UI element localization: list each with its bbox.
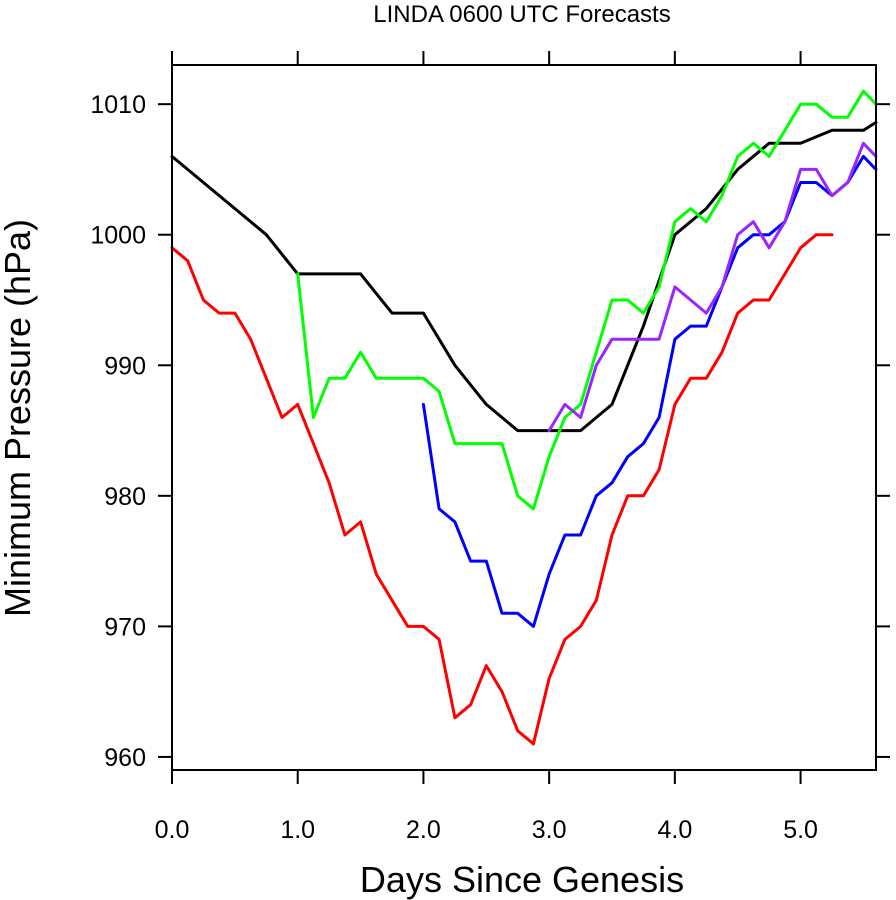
series-line-2 [170, 233, 834, 746]
plot-frame [171, 64, 877, 771]
series-line-5 [547, 141, 878, 433]
series-line-4 [421, 154, 878, 628]
y-tick-label: 990 [104, 352, 146, 380]
series-line-3 [296, 89, 878, 511]
y-tick-label: 980 [104, 483, 146, 511]
series-layer [170, 89, 878, 746]
x-tick-label: 5.0 [783, 816, 818, 844]
y-tick-label: 970 [104, 613, 146, 641]
x-tick-label: 0.0 [155, 816, 190, 844]
y-tick-label: 1000 [90, 222, 146, 250]
y-axis: 960 970 980 990 1000 1010 [90, 91, 890, 772]
y-tick-label: 1010 [90, 91, 146, 119]
x-tick-label: 4.0 [657, 816, 692, 844]
y-axis-title: Minimum Pressure (hPa) [0, 219, 38, 617]
x-axis-title: Days Since Genesis [360, 859, 684, 900]
y-tick-label: 960 [104, 744, 146, 772]
x-tick-label: 3.0 [532, 816, 567, 844]
x-axis: 0.0 1.0 2.0 3.0 4.0 5.0 [155, 51, 818, 844]
chart-title: LINDA 0600 UTC Forecasts [373, 1, 670, 28]
x-tick-label: 2.0 [406, 816, 441, 844]
series-line-1 [170, 120, 878, 433]
x-tick-label: 1.0 [280, 816, 315, 844]
